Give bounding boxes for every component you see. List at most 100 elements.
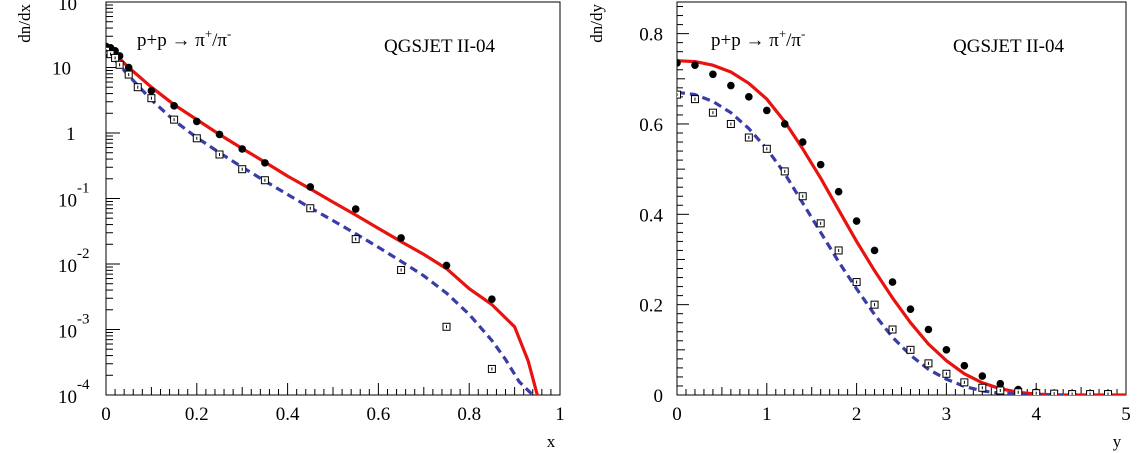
left-open-square-point bbox=[147, 94, 156, 103]
left-process-sup1: + bbox=[205, 26, 212, 41]
right-filled-point bbox=[924, 325, 933, 334]
left-x-tick-label: 0.2 bbox=[185, 404, 209, 425]
left-open-square-point bbox=[115, 60, 124, 69]
right-x-tick-label: 0 bbox=[672, 404, 682, 425]
left-chart: 10 210110-110-210-310-4 00.20.40.60.81 x… bbox=[15, 0, 565, 451]
right-open-square-point bbox=[1104, 390, 1113, 395]
right-filled-point bbox=[727, 81, 735, 90]
right-x-tick-label: 4 bbox=[1031, 404, 1041, 425]
right-series-group bbox=[677, 59, 1126, 395]
right-filled-point bbox=[978, 372, 987, 380]
right-filled-point bbox=[960, 361, 969, 370]
right-x-axis-label: y bbox=[1113, 432, 1122, 451]
left-y-tick-label: 1 bbox=[66, 124, 76, 145]
right-filled-point bbox=[816, 160, 825, 169]
left-open-square-point bbox=[124, 70, 133, 79]
left-solid-curve bbox=[106, 46, 539, 395]
left-y-tick-label: 10-4 bbox=[58, 377, 90, 408]
left-filled-point bbox=[397, 234, 405, 242]
right-filled-point bbox=[996, 379, 1005, 388]
right-y-tick-label: 0 bbox=[654, 386, 664, 407]
left-filled-point bbox=[306, 183, 315, 191]
right-open-square-point bbox=[978, 383, 987, 392]
left-y-tick-base: 10 bbox=[58, 0, 77, 15]
right-y-tick-labels: 0 0.2 0.4 0.6 0.8 bbox=[639, 25, 663, 407]
left-process-base: p+p → π bbox=[137, 30, 205, 51]
left-y-tick-base: 10 bbox=[52, 59, 71, 80]
left-open-square-point bbox=[192, 134, 201, 143]
left-open-square-point bbox=[306, 204, 315, 213]
right-open-square-point bbox=[780, 167, 789, 176]
right-open-square-point bbox=[870, 300, 879, 309]
right-open-square-point bbox=[942, 369, 951, 378]
right-open-square-point bbox=[924, 359, 933, 368]
left-y-tick-base: 10 bbox=[58, 191, 77, 212]
left-filled-point bbox=[442, 261, 451, 270]
right-process-label: p+p → π+/π- bbox=[711, 26, 805, 51]
right-x-tick-label: 3 bbox=[942, 404, 952, 425]
left-y-tick-label: 10-2 bbox=[58, 246, 90, 277]
right-open-square-point bbox=[816, 219, 825, 228]
left-open-square-point bbox=[487, 364, 496, 373]
left-series-group bbox=[106, 42, 539, 395]
right-open-square-point bbox=[1014, 388, 1023, 395]
left-y-axis-label: dn/dx bbox=[15, 4, 34, 43]
left-open-square-point bbox=[133, 83, 142, 92]
left-y-tick-exp: -2 bbox=[77, 246, 90, 262]
left-filled-point bbox=[351, 205, 360, 213]
left-open-square-point bbox=[260, 176, 269, 185]
left-axis-ticks bbox=[105, 1, 561, 396]
right-open-square-point bbox=[906, 345, 915, 354]
right-filled-point bbox=[763, 106, 771, 115]
right-solid-curve bbox=[677, 59, 1126, 395]
right-open-square-point bbox=[1086, 390, 1095, 395]
right-dashed-curve bbox=[677, 90, 1064, 395]
right-open-square-point bbox=[996, 386, 1005, 395]
left-open-square-point bbox=[238, 165, 247, 174]
right-plot-frame bbox=[676, 1, 1127, 396]
left-process-label: p+p → π+/π- bbox=[137, 26, 231, 51]
right-x-tick-labels: 0 1 2 3 4 5 bbox=[672, 404, 1131, 425]
left-filled-point bbox=[170, 102, 178, 110]
right-filled-point bbox=[745, 93, 753, 101]
left-y-tick-label: 10-1 bbox=[58, 181, 90, 212]
right-y-tick-label: 0.6 bbox=[639, 115, 663, 136]
left-open-square-point bbox=[442, 322, 451, 331]
right-open-square-point bbox=[762, 144, 771, 153]
right-process-sup2: - bbox=[801, 26, 805, 41]
left-y-tick-base: 10 bbox=[58, 322, 77, 343]
right-process-base: p+p → π bbox=[711, 30, 779, 51]
right-plot-area bbox=[677, 59, 1126, 395]
right-y-tick-label: 0.4 bbox=[639, 205, 663, 226]
left-open-square-point bbox=[351, 235, 360, 244]
right-y-tick-label: 0.8 bbox=[639, 25, 663, 46]
right-filled-point bbox=[780, 120, 789, 128]
left-plot-area bbox=[106, 42, 539, 395]
right-open-square-point bbox=[888, 325, 897, 334]
left-process-slash: /π bbox=[212, 30, 227, 51]
left-y-tick-exp: -3 bbox=[77, 312, 90, 328]
left-open-square-point bbox=[215, 150, 224, 159]
left-y-tick-base: 1 bbox=[66, 124, 76, 145]
left-x-tick-labels: 0 0.2 0.4 0.6 0.8 1 bbox=[101, 404, 565, 425]
right-y-axis-label: dn/dy bbox=[587, 4, 606, 43]
left-open-square-point bbox=[170, 115, 179, 124]
right-filled-point bbox=[888, 278, 897, 286]
right-open-square-point bbox=[1068, 390, 1077, 395]
right-model-label: QGSJET II-04 bbox=[953, 36, 1065, 57]
right-filled-point bbox=[677, 59, 681, 67]
right-y-tick-label: 0.2 bbox=[639, 296, 663, 317]
left-filled-point bbox=[147, 87, 156, 95]
left-open-square-point bbox=[397, 265, 406, 274]
left-x-tick-label: 1 bbox=[555, 404, 565, 425]
left-y-tick-label: 10-3 bbox=[58, 312, 90, 343]
left-filled-point bbox=[238, 145, 246, 153]
right-open-square-point bbox=[1032, 389, 1041, 395]
left-filled-point bbox=[215, 130, 224, 139]
right-filled-point bbox=[709, 70, 717, 79]
right-process-slash: /π bbox=[786, 30, 801, 51]
left-y-tick-label: 10 bbox=[52, 59, 71, 80]
left-x-axis-label: x bbox=[547, 432, 556, 451]
right-x-tick-label: 2 bbox=[852, 404, 862, 425]
